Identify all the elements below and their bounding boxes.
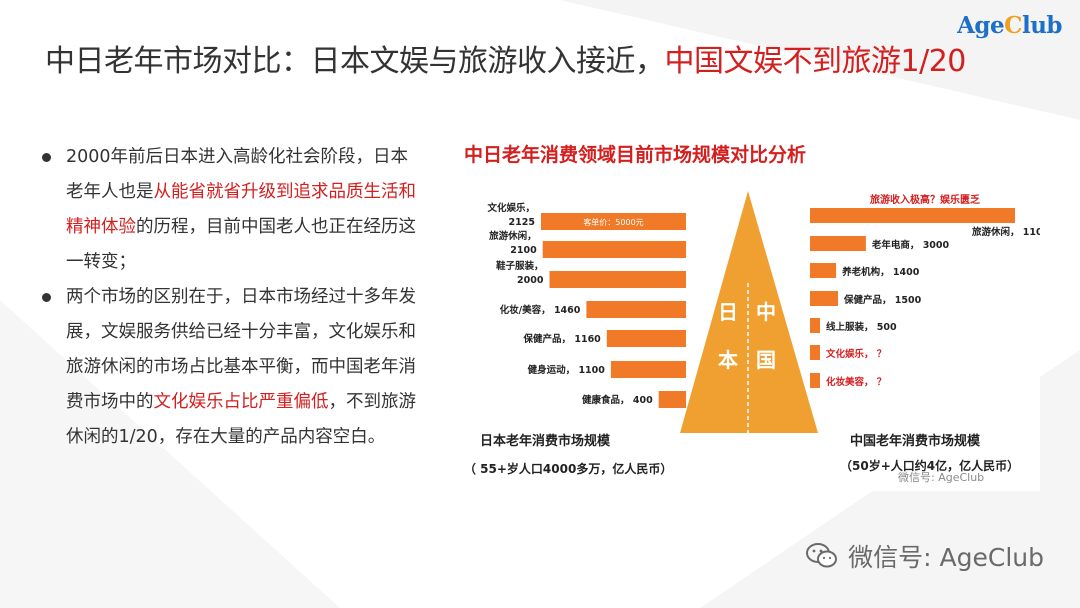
pyramid-label-china: 中 (756, 300, 776, 324)
wechat-id-text: 微信号: AgeClub (848, 543, 1044, 572)
ageclub-logo: AgeClub (957, 12, 1062, 39)
pyramid-label-china: 国 (756, 348, 776, 372)
chart-heading: 中日老年消费领域目前市场规模对比分析 (464, 143, 806, 166)
bullet-item-1: 2000年前后日本进入高龄化社会阶段，日本老年人也是从能省就省升级到追求品质生活… (40, 140, 420, 280)
bullet-dot-icon (42, 153, 51, 162)
china-bar (810, 263, 837, 278)
japan-bar (658, 391, 686, 408)
japan-bar (541, 213, 686, 230)
title-highlight: 中国文娱不到旅游1/20 (664, 44, 967, 79)
japan-bar-label: 旅游休闲， (489, 230, 537, 242)
japan-bar-label: 健身运动， 1100 (528, 364, 606, 376)
chart-watermark: 微信号: AgeClub (898, 470, 984, 484)
china-bar-label: 养老机构， 1400 (841, 266, 920, 278)
japan-bar (542, 241, 686, 258)
china-bar-label: 旅游休闲， 11000 (972, 226, 1040, 238)
japan-footer-title: 日本老年消费市场规模 (480, 433, 611, 449)
bullet-dot-icon (42, 293, 51, 302)
page-title: 中日老年市场对比：日本文娱与旅游收入接近，中国文娱不到旅游1/20 (45, 36, 966, 80)
china-bar (810, 291, 838, 306)
japan-bar-value: 2125 (509, 217, 535, 228)
china-note: 旅游收入极高？娱乐匮乏 (870, 193, 980, 206)
china-footer-note: （50岁+人口约4亿，亿人民币） (840, 458, 1019, 473)
china-bar-label: 老年电商， 3000 (871, 239, 950, 251)
japan-bar (586, 301, 686, 318)
china-bar (810, 345, 820, 360)
bar-annotation: 客单价：5000元 (583, 217, 643, 227)
japan-bar-value: 2100 (510, 245, 537, 256)
japan-bar-label: 保健产品， 1160 (523, 333, 602, 345)
wechat-watermark: 微信号: AgeClub (806, 538, 1044, 574)
japan-bar-label: 健康食品， 400 (582, 394, 653, 406)
china-bar-label: 化妆美容， ？ (826, 376, 886, 388)
japan-footer-note: （ 55+岁人口4000多万，亿人民币） (464, 461, 672, 476)
china-bar (810, 208, 1015, 223)
japan-bar-label: 文化娱乐， (486, 202, 535, 214)
china-bar (810, 318, 820, 333)
china-bar-label: 线上服装， 500 (826, 321, 897, 333)
china-footer-title: 中国老年消费市场规模 (850, 433, 981, 449)
china-bar-label: 保健产品， 1500 (843, 294, 922, 306)
title-main: 中日老年市场对比：日本文娱与旅游收入接近， (45, 44, 665, 79)
japan-bar-value: 2000 (517, 275, 544, 286)
japan-bar (606, 330, 686, 347)
pyramid-shape (680, 191, 818, 433)
bullet-list: 2000年前后日本进入高龄化社会阶段，日本老年人也是从能省就省升级到追求品质生活… (40, 140, 420, 455)
japan-bar (610, 361, 686, 378)
china-bar (810, 373, 820, 388)
china-bar-label: 文化娱乐， ？ (825, 348, 886, 360)
pyramid-label-japan: 日 (718, 300, 738, 324)
japan-bar-label: 鞋子服装， (496, 260, 544, 272)
china-bar (810, 236, 866, 251)
japan-bar (549, 271, 686, 288)
japan-bar-label: 化妆/美容， 1460 (500, 304, 581, 316)
pyramid-label-japan: 本 (718, 348, 738, 372)
wechat-icon (806, 543, 838, 568)
bullet-item-2: 两个市场的区别在于，日本市场经过十多年发展，文娱服务供给已经十分丰富，文化娱乐和… (40, 280, 420, 455)
chart-panel: 中日老年消费领域目前市场规模对比分析 日本中国 文化娱乐， 2125 客单价：500… (458, 133, 1056, 491)
